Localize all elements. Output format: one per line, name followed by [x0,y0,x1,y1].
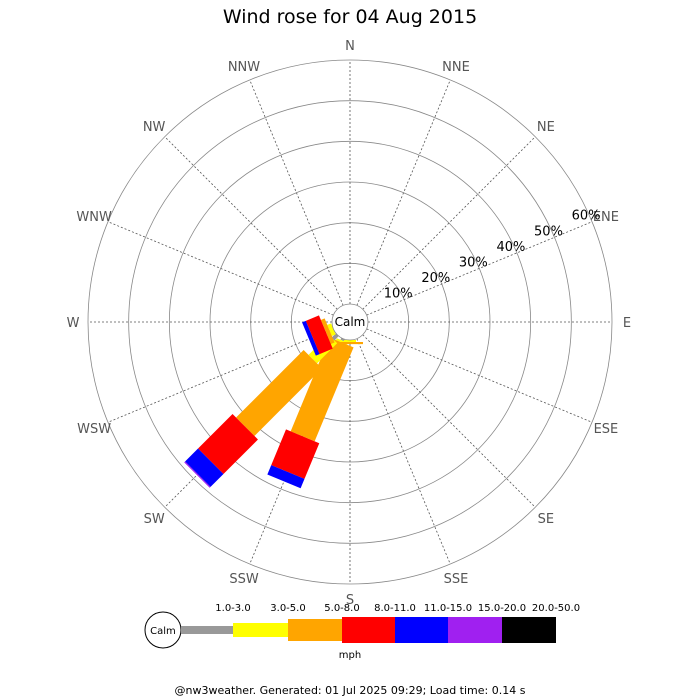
legend-unit: mph [339,650,361,661]
bar-s-3.0-5.0 [344,340,356,343]
calm-label: Calm [335,315,366,329]
wind-bars [184,315,363,489]
legend-label-15.0-20.0: 15.0-20.0 [478,603,526,614]
radial-tick-40pct: 40% [496,240,525,255]
direction-label-ssw: SSW [229,572,259,587]
calm-ring [331,303,369,341]
legend-label-3.0-5.0: 3.0-5.0 [270,603,305,614]
chart-title: Wind rose for 04 Aug 2015 [222,6,478,28]
legend-swatch-3.0-5.0 [233,623,288,637]
legend-calm-label: Calm [150,626,176,637]
grid-ring [128,100,572,544]
direction-label-sw: SW [144,512,165,527]
spoke-wnw [107,221,334,316]
bar-ssw-5.0-8.0 [290,337,354,442]
bar-s-5.0-8.0 [337,342,363,345]
bar-wsw-3.0-5.0 [327,323,336,336]
bar-ssw-11.0-15.0 [267,465,305,489]
spoke-sse [356,338,451,565]
legend-label-8.0-11.0: 8.0-11.0 [374,603,416,614]
legend-label-20.0-50.0: 20.0-50.0 [532,603,580,614]
spoke-ene [366,221,593,316]
spoke-nnw [249,79,344,306]
direction-label-e: E [623,316,631,331]
spoke-se [362,334,536,508]
bar-sw-8.0-11.0 [198,414,258,474]
bar-sw-1.0-3.0 [331,333,339,341]
direction-label-ese: ESE [594,422,619,437]
legend-label-1.0-3.0: 1.0-3.0 [215,603,250,614]
radial-tick-10pct: 10% [384,287,413,302]
radial-tick-60pct: 60% [572,209,601,224]
legend-swatch-20.0-50.0 [502,617,556,643]
spoke-wsw [107,328,334,423]
direction-label-ne: NE [537,120,555,135]
legend-swatch-11.0-15.0 [395,617,448,643]
direction-labels: N NNE NE ENE E ESE SE SSE S SSW SW WSW W WNW NW NNW [67,39,632,608]
direction-label-wsw: WSW [77,422,111,437]
footer-credit: @nw3weather. Generated: 01 Jul 2025 09:2… [174,684,526,697]
radial-tick-labels: 10% 20% 30% 40% 50% 60% [384,209,601,302]
direction-label-nnw: NNW [228,60,260,75]
legend-label-5.0-8.0: 5.0-8.0 [324,603,359,614]
direction-label-wnw: WNW [76,210,112,225]
bar-wsw-5.0-8.0 [320,318,335,345]
bar-ssw-1.0-3.0 [340,337,345,342]
calm-circle: Calm [331,303,369,341]
spoke-nw [164,136,338,310]
spoke-nne [356,79,451,306]
direction-label-se: SE [538,512,554,527]
direction-label-sse: SSE [444,572,469,587]
legend-swatch-15.0-20.0 [448,617,502,643]
radial-tick-20pct: 20% [421,271,450,286]
bar-sw-5.0-8.0 [236,349,323,436]
direction-label-n: N [345,39,355,54]
direction-label-ene: ENE [593,210,619,225]
direction-label-nw: NW [143,120,166,135]
direction-label-nne: NNE [442,60,470,75]
grid-ring [168,140,532,504]
legend-label-11.0-15.0: 11.0-15.0 [424,603,472,614]
grid-ring [87,59,613,585]
bar-sw-11.0-15.0 [185,448,224,487]
radial-tick-50pct: 50% [534,224,563,239]
bar-wsw-11.0-15.0 [302,320,320,356]
bar-ssw-8.0-11.0 [271,429,320,479]
legend-swatch-1.0-3.0 [181,626,233,634]
spoke-ese [366,328,593,423]
legend-swatch-5.0-8.0 [288,619,342,641]
bar-sw-15.0-20.0 [184,461,211,488]
legend-swatch-8.0-11.0 [342,617,395,643]
legend: Calm 1.0-3.0 3.0-5.0 5.0-8.0 8.0-11.0 11.0-15… [144,603,580,661]
spoke-ne [362,136,536,310]
direction-label-s: S [346,593,354,608]
radial-tick-30pct: 30% [459,255,488,270]
bar-wsw-8.0-11.0 [305,315,333,355]
direction-label-w: W [67,316,80,331]
